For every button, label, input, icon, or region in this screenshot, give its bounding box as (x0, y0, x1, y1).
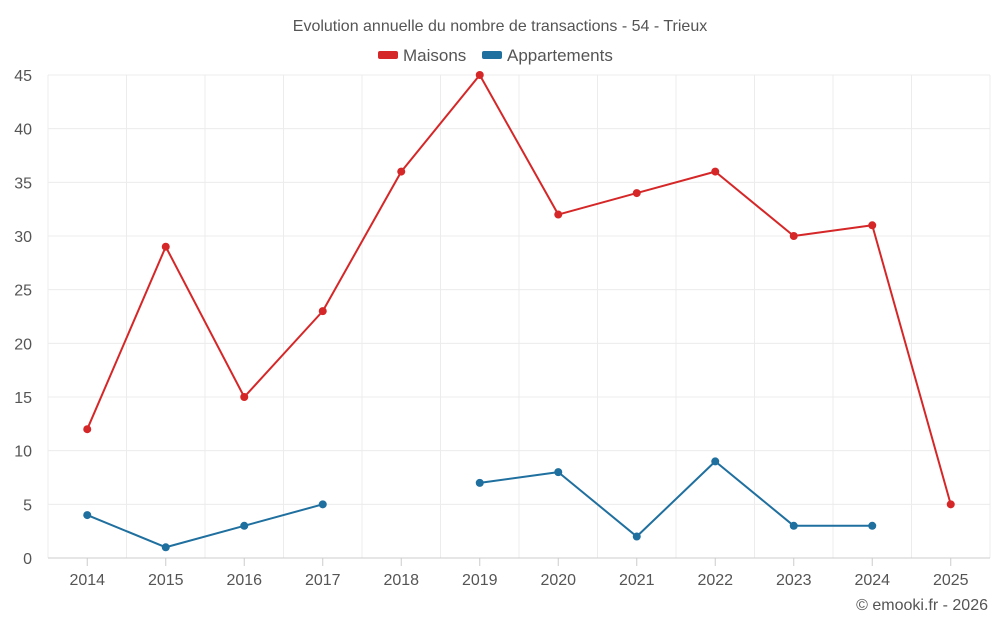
x-tick-label: 2015 (148, 572, 184, 589)
x-tick-label: 2018 (383, 572, 419, 589)
x-gridlines (47, 75, 991, 558)
data-point-appartements[interactable] (554, 468, 563, 477)
legend: Maisons Appartements (378, 46, 613, 65)
data-point-maisons[interactable] (554, 210, 563, 219)
data-point-appartements[interactable] (83, 511, 92, 520)
data-point-appartements[interactable] (789, 521, 798, 530)
y-tick-label: 45 (14, 68, 32, 85)
data-point-maisons[interactable] (946, 500, 955, 509)
y-tick-label: 20 (14, 336, 32, 353)
y-axis: 0 5 10 15 20 25 30 35 40 45 (14, 68, 32, 568)
x-tick-label: 2022 (697, 572, 733, 589)
x-tick-label: 2021 (619, 572, 655, 589)
legend-item-appartements[interactable]: Appartements (482, 46, 613, 65)
chart-title: Evolution annuelle du nombre de transact… (293, 18, 707, 35)
y-tick-label: 25 (14, 283, 32, 300)
series-line-appartements (86, 503, 324, 549)
legend-swatch-maisons (378, 51, 398, 59)
legend-label-maisons: Maisons (403, 46, 466, 65)
series-line-appartements (479, 460, 873, 538)
data-point-appartements[interactable] (240, 521, 249, 530)
data-point-appartements[interactable] (161, 543, 170, 552)
data-point-maisons[interactable] (397, 167, 406, 176)
data-point-appartements[interactable] (632, 532, 641, 541)
data-point-maisons[interactable] (475, 71, 484, 79)
data-point-maisons[interactable] (789, 232, 798, 240)
series-line-maisons (86, 74, 952, 505)
data-point-maisons[interactable] (632, 189, 641, 198)
series-appartements (83, 457, 877, 552)
legend-label-appartements: Appartements (507, 46, 613, 65)
data-point-maisons[interactable] (868, 221, 877, 230)
data-point-appartements[interactable] (868, 521, 877, 530)
x-tick-label: 2017 (305, 572, 341, 589)
x-tick-label: 2020 (540, 572, 576, 589)
y-tick-label: 0 (23, 551, 32, 568)
data-point-appartements[interactable] (318, 500, 327, 509)
y-tick-label: 5 (23, 497, 32, 514)
data-point-maisons[interactable] (161, 242, 170, 251)
data-point-maisons[interactable] (711, 167, 720, 176)
data-point-appartements[interactable] (711, 457, 720, 466)
y-tick-label: 40 (14, 122, 32, 139)
data-point-maisons[interactable] (83, 425, 92, 434)
x-tick-label: 2023 (776, 572, 812, 589)
x-tick-label: 2024 (854, 572, 890, 589)
y-tick-label: 15 (14, 390, 32, 407)
series-maisons (83, 71, 955, 509)
series-layer (83, 71, 955, 552)
x-tick-label: 2014 (69, 572, 105, 589)
x-tick-label: 2016 (226, 572, 262, 589)
x-axis: 2014 2015 2016 2017 2018 2019 2020 2021 2022 2023… (69, 558, 969, 589)
data-point-appartements[interactable] (475, 478, 484, 487)
data-point-maisons[interactable] (318, 307, 327, 316)
y-tick-label: 30 (14, 229, 32, 246)
x-tick-label: 2019 (462, 572, 498, 589)
legend-swatch-appartements (482, 51, 502, 59)
x-tick-label: 2025 (933, 572, 969, 589)
legend-item-maisons[interactable]: Maisons (378, 46, 466, 65)
y-tick-label: 35 (14, 175, 32, 192)
credit-text: © emooki.fr - 2026 (856, 597, 988, 614)
data-point-maisons[interactable] (240, 393, 249, 401)
y-tick-label: 10 (14, 444, 32, 461)
